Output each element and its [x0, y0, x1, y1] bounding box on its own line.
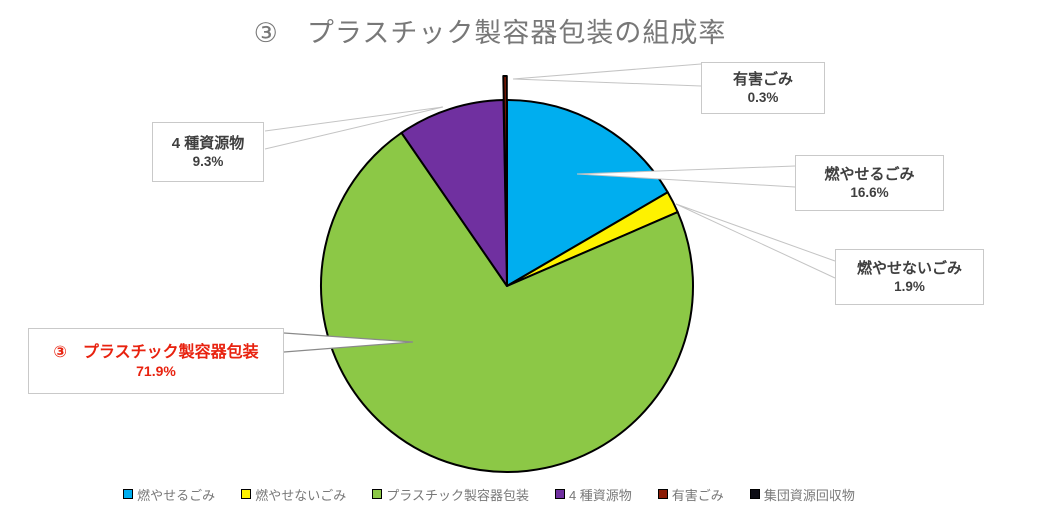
legend-item-group-collection[interactable]: 集団資源回収物	[749, 485, 855, 504]
legend-label: プラスチック製容器包装	[386, 487, 529, 503]
callout-label: 燃やせないごみ	[856, 259, 962, 277]
legend-swatch-icon	[241, 489, 252, 499]
chart-title: ③ プラスチック製容器包装の組成率	[253, 18, 727, 48]
leader-non-burnable	[675, 203, 836, 279]
callout-burnable-waste: 燃やせるごみ 16.6%	[795, 155, 944, 211]
pie-slice-four-type-recyclables[interactable]	[400, 99, 508, 287]
legend-item-four-type-recyclables[interactable]: 4 種資源物	[554, 485, 632, 504]
legend-item-hazardous[interactable]: 有害ごみ	[657, 485, 724, 504]
legend-swatch-icon	[123, 489, 134, 499]
legend-swatch-icon	[372, 489, 383, 499]
legend-item-plastic-packaging[interactable]: プラスチック製容器包装	[372, 485, 529, 504]
callout-label: 燃やせるごみ	[824, 165, 915, 183]
callout-label: 有害ごみ	[732, 70, 793, 88]
callout-value: 16.6%	[850, 185, 889, 200]
legend-label: 集団資源回収物	[763, 487, 855, 503]
callout-value: 0.3%	[747, 90, 779, 105]
callout-value: 9.3%	[192, 154, 224, 169]
leader-plastic	[283, 332, 414, 353]
legend-label: 燃やせないごみ	[255, 487, 347, 503]
callout-plastic-packaging: ③ プラスチック製容器包装 71.9%	[28, 328, 284, 394]
legend-item-burnable[interactable]: 燃やせるごみ	[123, 485, 215, 504]
legend-swatch-icon	[657, 489, 668, 499]
callout-non-burnable-waste: 燃やせないごみ 1.9%	[835, 249, 984, 305]
callout-label: ③ プラスチック製容器包装	[53, 343, 259, 361]
pie-slice-plastic-packaging[interactable]	[320, 131, 694, 473]
leader-hazardous	[512, 63, 702, 87]
chart-legend: 燃やせるごみ 燃やせないごみ プラスチック製容器包装 4 種資源物 有害ごみ 集団資源回収…	[0, 484, 978, 504]
callout-hazardous-waste: 有害ごみ 0.3%	[701, 62, 825, 114]
callout-value: 71.9%	[136, 363, 176, 380]
legend-label: 4 種資源物	[568, 487, 632, 503]
legend-swatch-icon	[749, 489, 760, 499]
leader-burnable	[576, 165, 796, 188]
legend-item-non-burnable[interactable]: 燃やせないごみ	[241, 485, 346, 504]
callout-value: 1.9%	[894, 279, 925, 294]
leader-recyclables	[264, 106, 444, 150]
callout-four-type-recyclables: 4 種資源物 9.3%	[152, 122, 264, 182]
legend-label: 燃やせるごみ	[137, 487, 216, 503]
callout-label: 4 種資源物	[171, 134, 245, 152]
pie-slice-hazardous[interactable]	[502, 74, 508, 263]
legend-label: 有害ごみ	[671, 487, 724, 503]
legend-swatch-icon	[554, 489, 565, 499]
